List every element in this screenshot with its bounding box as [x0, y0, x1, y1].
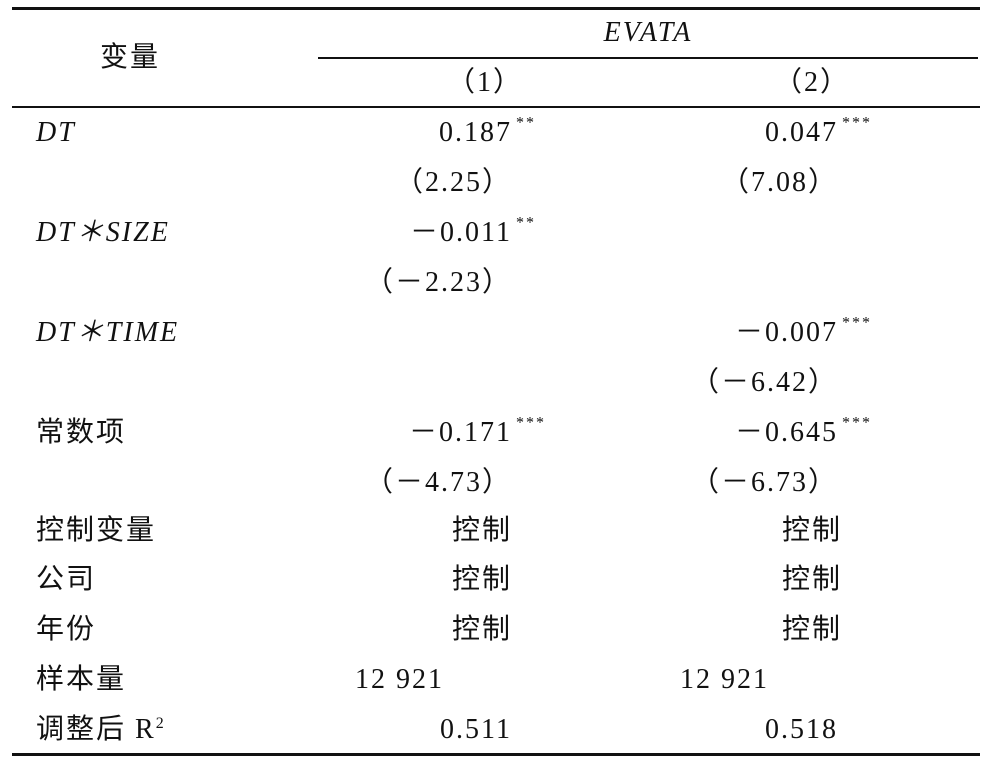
cell: 控制 [451, 614, 513, 645]
cell: 12 921 [680, 664, 769, 695]
sig: *** [842, 414, 872, 432]
row-label: DT＊SIZE [36, 217, 170, 248]
cell: －0.645 [734, 417, 838, 448]
cell: 控制 [451, 515, 513, 546]
mid-rule [318, 57, 978, 59]
cell: （－4.73） [364, 467, 512, 498]
cell: （－6.73） [690, 467, 838, 498]
cell: （－6.42） [690, 367, 838, 398]
cell: 控制 [781, 564, 843, 595]
cell: －0.007 [734, 317, 838, 348]
sig: ** [516, 114, 536, 132]
cell: （2.25） [394, 167, 512, 198]
top-rule [12, 7, 980, 10]
header-rule [12, 106, 980, 108]
bottom-rule [12, 753, 980, 756]
cell: （－2.23） [364, 267, 512, 298]
header-col2: （2） [773, 67, 851, 98]
header-col1: （1） [446, 67, 524, 98]
row-label: 常数项 [36, 417, 127, 448]
row-label: 调整后 R [36, 714, 156, 746]
sig: *** [842, 114, 872, 132]
cell: 控制 [781, 515, 843, 546]
row-label-wrap: 调整后 R2 [36, 714, 166, 746]
row-label: 年份 [36, 614, 97, 645]
cell: 0.518 [765, 714, 838, 745]
cell: －0.011 [410, 217, 512, 248]
cell: 0.511 [440, 714, 512, 745]
header-dependent: EVATA [603, 17, 693, 48]
cell: 控制 [451, 564, 513, 595]
sig: ** [516, 214, 536, 232]
row-label: DT＊TIME [36, 317, 180, 348]
cell: 0.047 [765, 117, 838, 148]
cell: 12 921 [355, 664, 444, 695]
row-label: DT [36, 117, 76, 148]
cell: －0.171 [408, 417, 512, 448]
cell: 控制 [781, 614, 843, 645]
header-variable: 变量 [99, 42, 161, 73]
cell: 0.187 [439, 117, 512, 148]
cell: （7.08） [720, 167, 838, 198]
sig: *** [516, 414, 546, 432]
sig: *** [842, 314, 872, 332]
row-label: 样本量 [36, 664, 127, 695]
row-label: 控制变量 [36, 515, 157, 546]
superscript: 2 [155, 714, 166, 732]
row-label: 公司 [36, 564, 97, 595]
